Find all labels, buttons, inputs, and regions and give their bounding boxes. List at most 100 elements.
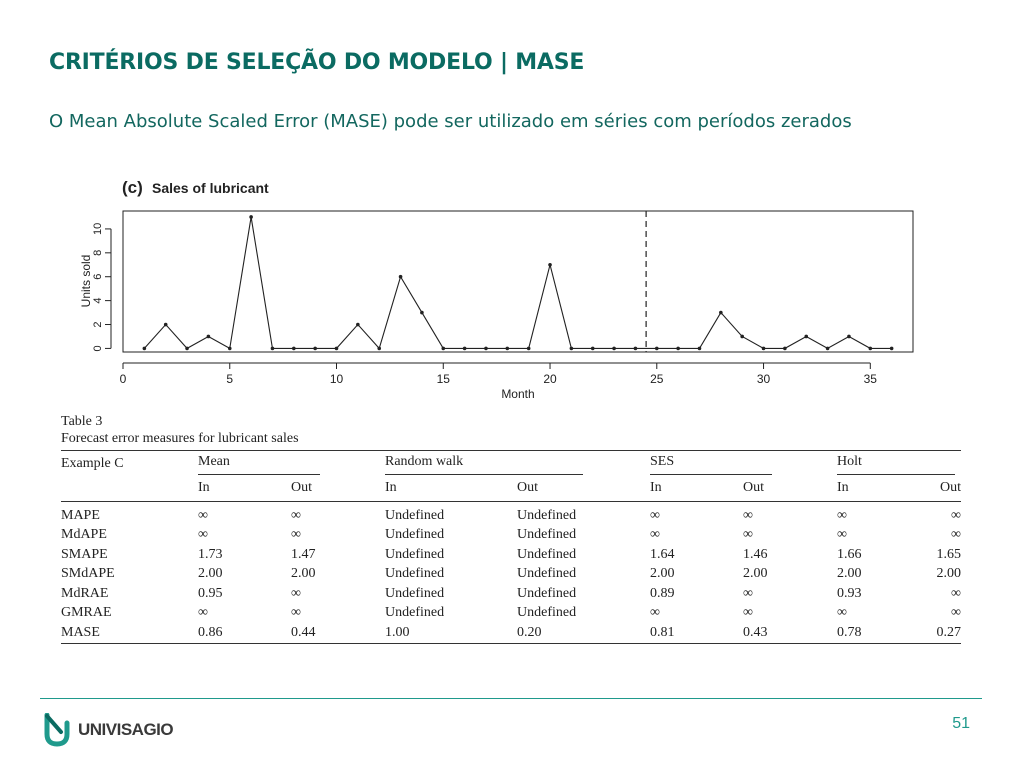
- subheader-cell: In: [385, 480, 397, 495]
- data-point: [719, 310, 723, 315]
- data-point: [377, 346, 382, 351]
- table-row: SMdAPE 2.00 2.00 Undefined Undefined 2.00 2.00…: [61, 565, 961, 585]
- group-header-mean: Mean: [198, 451, 385, 476]
- data-point: [847, 334, 851, 339]
- table-cell: 0.86: [198, 624, 223, 640]
- table-cell: ∞: [837, 605, 847, 621]
- x-tick-label: 15: [437, 372, 451, 386]
- row-label: GMRAE: [61, 605, 112, 621]
- data-point: [484, 346, 488, 351]
- table-cell: 0.20: [517, 624, 542, 640]
- subheader-cell: Out: [743, 480, 764, 495]
- y-tick-label: 10: [92, 223, 104, 235]
- y-tick-label: 2: [92, 321, 104, 327]
- table-cell: ∞: [743, 507, 753, 523]
- plot-frame: [122, 210, 914, 353]
- table-cell: ∞: [951, 507, 961, 523]
- data-point: [398, 274, 403, 279]
- data-point: [206, 334, 211, 339]
- table-cell: 2.00: [291, 566, 316, 582]
- data-point: [654, 346, 659, 351]
- data-point: [590, 346, 595, 351]
- data-point: [356, 322, 360, 327]
- table-cell: 1.64: [650, 546, 675, 562]
- table-cell: Undefined: [517, 605, 577, 621]
- table-cell: 0.89: [650, 585, 675, 601]
- table-row: MdAPE ∞ ∞ Undefined Undefined ∞ ∞ ∞ ∞: [61, 526, 961, 546]
- table-cell: Undefined: [385, 566, 445, 582]
- table-cell: ∞: [291, 605, 301, 621]
- data-point: [313, 346, 317, 351]
- sales-of-lubricant-chart: (c) Sales of lubricant 0 2 4 6 8 10 0 5 10 15 20 2…: [60, 170, 920, 411]
- data-point: [334, 346, 339, 351]
- x-tick-label: 35: [864, 372, 878, 386]
- table-cell: ∞: [650, 605, 660, 621]
- table-cell: ∞: [198, 507, 208, 523]
- subheader-cell: In: [837, 480, 849, 495]
- table-row: SMAPE 1.73 1.47 Undefined Undefined 1.64 1.46 1…: [61, 545, 961, 565]
- table-cell: 2.00: [936, 566, 962, 582]
- table-cell: Undefined: [517, 585, 577, 601]
- data-point: [783, 346, 787, 351]
- slide-subtitle: O Mean Absolute Scaled Error (MASE) pode…: [49, 111, 852, 132]
- data-point: [227, 346, 232, 351]
- x-tick-label: 5: [226, 372, 233, 386]
- table-cell: 0.43: [743, 624, 768, 640]
- table-cell: 1.66: [837, 546, 862, 562]
- table-cell: 0.95: [198, 585, 223, 601]
- row-label: SMAPE: [61, 546, 108, 562]
- group-header-random-walk: Random walk: [385, 451, 650, 476]
- x-tick-label: 25: [650, 372, 664, 386]
- y-axis-label: Units sold: [79, 255, 93, 308]
- subheader-cell: Out: [940, 480, 961, 495]
- data-point: [249, 215, 253, 219]
- data-point: [420, 310, 424, 315]
- table-caption-number: Table 3: [61, 414, 103, 429]
- table-cell: ∞: [837, 527, 847, 543]
- subheader-cell: Out: [517, 480, 538, 495]
- table-cell: ∞: [951, 585, 961, 601]
- table-cell: Undefined: [385, 527, 445, 543]
- x-axis: 0 5 10 15 20 25 30 35: [120, 362, 878, 386]
- table-cell: 2.00: [743, 566, 768, 582]
- table-body: MAPE ∞ ∞ Undefined Undefined ∞ ∞ ∞ ∞ MdAPE ∞ ∞ Undef…: [61, 501, 961, 643]
- row-label: MAPE: [61, 507, 100, 523]
- logo-text: UNIVISAGIO: [78, 720, 174, 739]
- data-point: [633, 346, 638, 351]
- table-row: MASE 0.86 0.44 1.00 0.20 0.81 0.43 0.78 0.27: [61, 623, 961, 643]
- y-tick-label: 0: [92, 345, 104, 351]
- data-point: [270, 346, 275, 351]
- data-point: [804, 334, 809, 339]
- subheader-cell: In: [650, 480, 662, 495]
- series-line: [143, 216, 892, 350]
- chart-title-prefix: (c): [122, 178, 143, 197]
- table-subheader-row: In Out In Out In Out In Out: [61, 475, 961, 502]
- data-point: [462, 346, 467, 351]
- table-cell: ∞: [198, 605, 208, 621]
- y-axis: 0 2 4 6 8 10: [92, 223, 112, 351]
- table-cell: 0.78: [837, 624, 862, 640]
- y-tick-label: 8: [92, 250, 104, 256]
- forecast-error-table: Example C Mean Random walk SES Holt In O…: [61, 450, 961, 644]
- data-point: [292, 346, 296, 351]
- row-label: MdRAE: [61, 585, 109, 601]
- table-cell: ∞: [837, 507, 847, 523]
- data-point: [163, 322, 168, 327]
- footer-divider: [40, 698, 982, 699]
- data-point: [697, 346, 702, 351]
- table-cell: 2.00: [650, 566, 675, 582]
- table-cell: Undefined: [385, 507, 445, 523]
- y-tick-label: 4: [92, 298, 104, 304]
- table-caption-title: Forecast error measures for lubricant sa…: [61, 431, 299, 446]
- table-cell: Undefined: [385, 605, 445, 621]
- table-corner-label: Example C: [61, 456, 124, 471]
- table-cell: Undefined: [385, 585, 445, 601]
- data-point: [142, 346, 147, 351]
- data-point: [740, 334, 744, 339]
- y-tick-label: 6: [92, 274, 104, 280]
- group-header-ses: SES: [650, 451, 837, 476]
- table-row: MAPE ∞ ∞ Undefined Undefined ∞ ∞ ∞ ∞: [61, 501, 961, 526]
- table-cell: ∞: [743, 585, 753, 601]
- slide-title: CRITÉRIOS DE SELEÇÃO DO MODELO | MASE: [49, 50, 585, 75]
- data-point: [676, 346, 680, 351]
